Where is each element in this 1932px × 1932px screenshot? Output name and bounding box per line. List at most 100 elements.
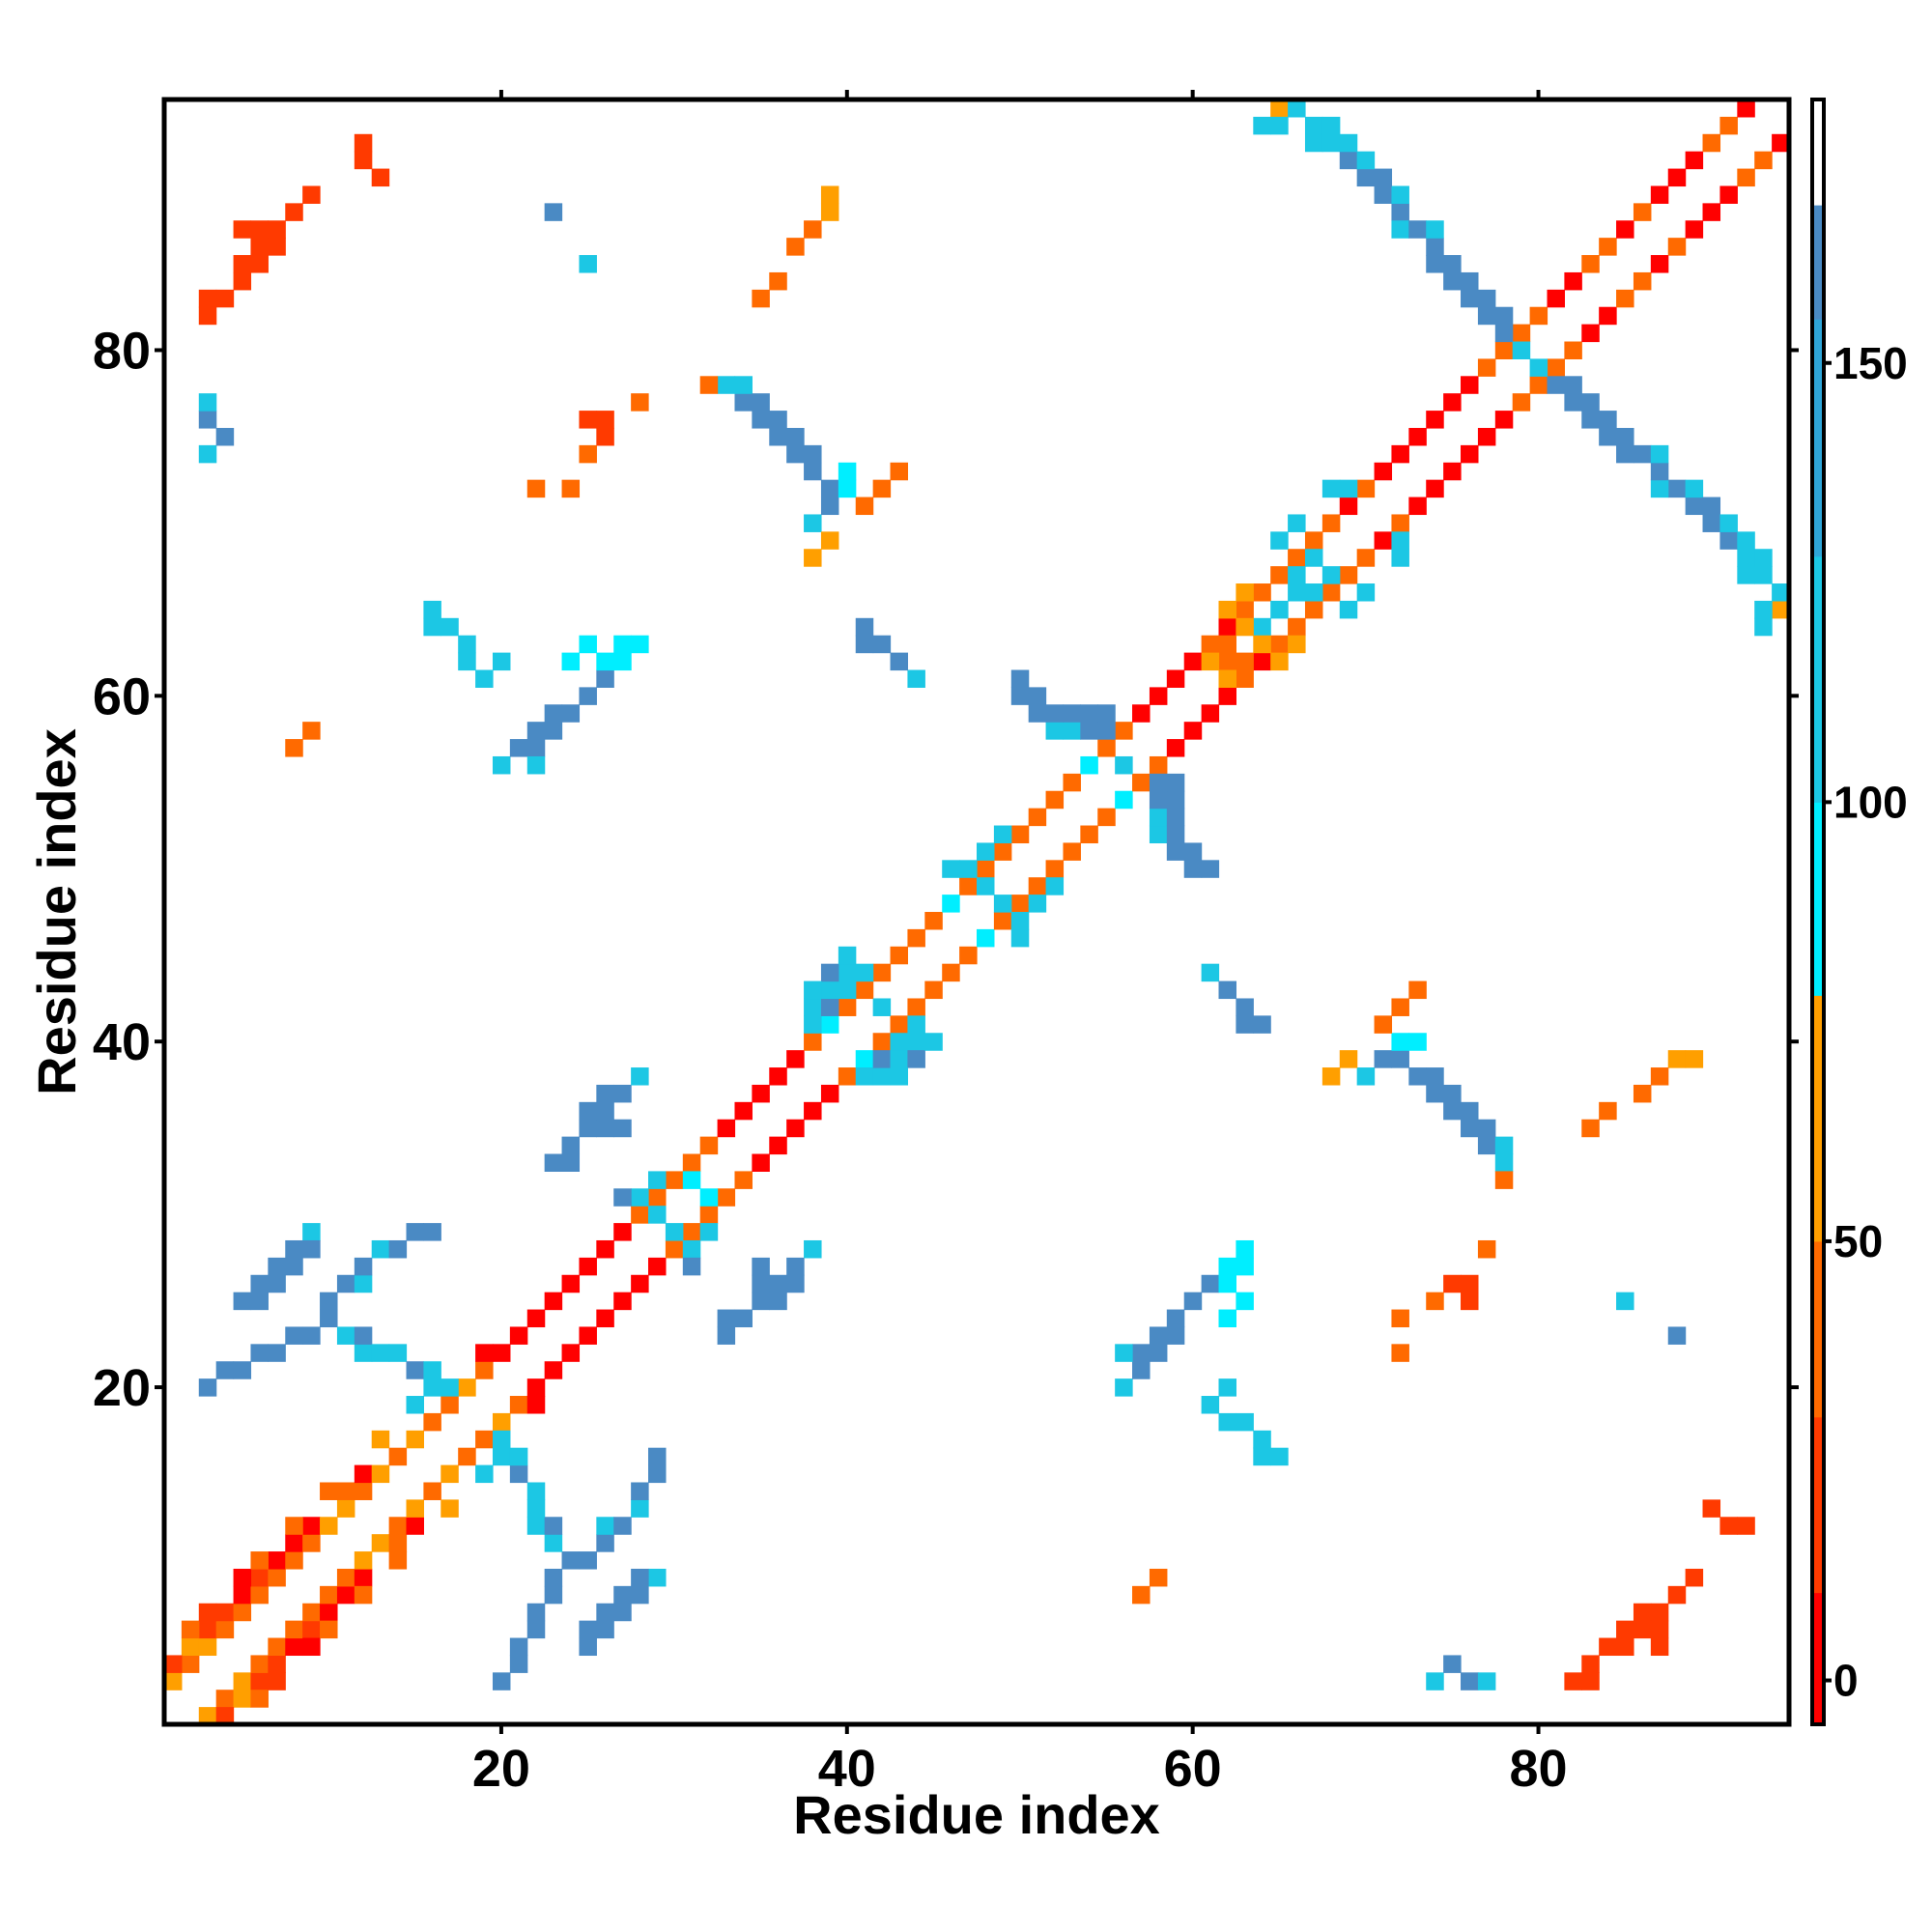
heatmap-cell: [890, 1067, 909, 1086]
heatmap-cell: [1581, 1655, 1600, 1673]
heatmap-cell: [942, 963, 960, 982]
heatmap-cell: [1010, 912, 1030, 930]
heatmap-cell: [1616, 427, 1634, 446]
heatmap-cell: [579, 1101, 597, 1121]
heatmap-cell: [233, 1603, 252, 1622]
heatmap-cell: [1494, 411, 1514, 429]
heatmap-cell: [579, 444, 597, 464]
heatmap-cell: [977, 860, 995, 878]
heatmap-cell: [1702, 497, 1721, 516]
heatmap-cell: [993, 912, 1012, 930]
heatmap-cell: [250, 1655, 269, 1673]
heatmap-cell: [526, 1620, 546, 1639]
heatmap-cell: [769, 271, 787, 291]
heatmap-cell: [1667, 1326, 1687, 1345]
heatmap-cell: [181, 1655, 200, 1673]
heatmap-cell: [579, 255, 597, 273]
heatmap-cell: [1010, 669, 1030, 688]
heatmap-cell: [406, 1361, 424, 1379]
heatmap-cell: [1183, 842, 1203, 861]
heatmap-cell: [1166, 773, 1185, 792]
heatmap-cell: [1391, 998, 1409, 1016]
heatmap-cell: [544, 1585, 563, 1605]
heatmap-cell: [198, 1707, 217, 1725]
heatmap-cell: [250, 1690, 269, 1708]
heatmap-cell: [1115, 722, 1133, 740]
heatmap-cell: [215, 427, 235, 446]
heatmap-cell: [977, 928, 995, 948]
heatmap-cell: [1737, 1517, 1755, 1535]
heatmap-cell: [285, 1534, 303, 1552]
heatmap-cell: [268, 1274, 286, 1293]
heatmap-cell: [1391, 1033, 1409, 1051]
heatmap-cell: [596, 1603, 614, 1622]
heatmap-cell: [1599, 427, 1617, 446]
heatmap-cell: [354, 133, 373, 153]
heatmap-cell: [993, 825, 1012, 844]
heatmap-cell: [648, 1257, 667, 1276]
heatmap-cell: [388, 1344, 408, 1362]
heatmap-cell: [596, 1620, 614, 1639]
heatmap-cell: [1045, 860, 1065, 878]
heatmap-cell: [1010, 687, 1030, 705]
heatmap-cell: [1236, 583, 1254, 602]
heatmap-cell: [1253, 617, 1271, 637]
heatmap-cell: [1201, 1396, 1220, 1414]
heatmap-cell: [1097, 722, 1116, 740]
heatmap-cell: [613, 1517, 632, 1535]
heatmap-cell: [769, 427, 787, 446]
heatmap-cell: [1270, 99, 1289, 118]
heatmap-cell: [1374, 168, 1393, 187]
heatmap-cell: [1667, 168, 1687, 187]
heatmap-cell: [804, 514, 822, 532]
heatmap-cell: [872, 1067, 892, 1086]
heatmap-cell: [596, 1101, 614, 1121]
heatmap-cell: [1010, 825, 1030, 844]
heatmap-cell: [804, 1033, 822, 1051]
heatmap-cell: [1529, 306, 1548, 326]
heatmap-cell: [164, 1672, 183, 1690]
heatmap-cell: [215, 1309, 235, 1328]
heatmap-cell: [682, 1239, 701, 1259]
heatmap-cell: [769, 1292, 787, 1311]
heatmap-cell: [1650, 1620, 1669, 1639]
heatmap-cell: [804, 998, 822, 1016]
heatmap-cell: [872, 998, 892, 1016]
heatmap-cell: [699, 1136, 719, 1155]
heatmap-cell: [285, 1551, 303, 1570]
heatmap-cell: [820, 1084, 839, 1103]
heatmap-cell: [1667, 1050, 1687, 1068]
heatmap-cell: [354, 1464, 373, 1484]
heatmap-cell: [631, 635, 649, 654]
heatmap-cell: [596, 1517, 614, 1535]
heatmap-cell: [1494, 306, 1514, 326]
heatmap-cell: [1633, 444, 1652, 464]
heatmap-cell: [959, 877, 978, 895]
heatmap-cell: [1737, 549, 1755, 567]
heatmap-cell: [579, 1620, 597, 1639]
heatmap-cell: [1028, 877, 1047, 895]
heatmap-cell: [475, 1344, 494, 1362]
heatmap-cell: [1477, 306, 1496, 326]
heatmap-cell: [804, 462, 822, 481]
heatmap-cell: [198, 1637, 217, 1657]
heatmap-cell: [354, 151, 373, 170]
heatmap-cell: [752, 411, 770, 429]
heatmap-cell: [838, 946, 857, 965]
heatmap-cell: [475, 1464, 494, 1484]
heatmap-cell: [250, 238, 269, 256]
heatmap-cell: [1321, 116, 1341, 135]
heatmap-cell: [1772, 133, 1790, 153]
colorbar-segment: [1812, 205, 1824, 320]
heatmap-cell: [1737, 531, 1755, 550]
heatmap-cell: [1772, 600, 1790, 619]
heatmap-cell: [492, 1430, 511, 1449]
heatmap-cell: [1201, 1274, 1220, 1293]
heatmap-cell: [1547, 376, 1565, 394]
heatmap-cell: [1253, 1430, 1271, 1449]
heatmap-cell: [268, 1568, 286, 1587]
heatmap-cell: [1529, 358, 1548, 377]
heatmap-cell: [561, 1655, 581, 1673]
heatmap-cell: [631, 393, 649, 412]
heatmap-cell: [336, 1274, 355, 1293]
